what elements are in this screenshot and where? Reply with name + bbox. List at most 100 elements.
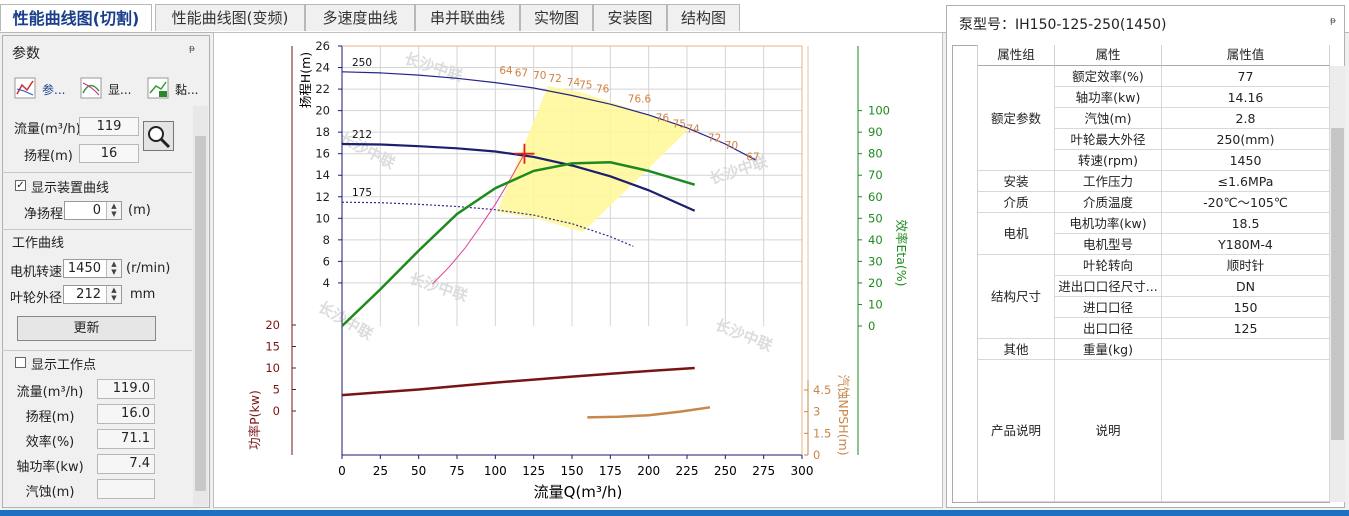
- toolbar-button[interactable]: 显...: [74, 73, 134, 103]
- column-header: 属性组: [978, 45, 1055, 66]
- scrollbar[interactable]: [1330, 66, 1345, 502]
- efficiency-label: 70: [533, 70, 546, 82]
- search-button[interactable]: [143, 121, 174, 151]
- y-tick-label: 20: [315, 104, 330, 118]
- static-head-field[interactable]: 0 ▲ ▼: [64, 201, 122, 220]
- value-cell: 1450: [1162, 150, 1330, 171]
- efficiency-label: 67: [746, 152, 759, 164]
- y2-tick-label: 100: [868, 104, 890, 118]
- value-cell: Y180M-4: [1162, 234, 1330, 255]
- y2-tick-label: 70: [868, 168, 883, 182]
- group-cell: 电机: [978, 213, 1055, 255]
- toolbar-button[interactable]: 黏...: [141, 73, 203, 103]
- section-heading: 工作曲线: [12, 236, 65, 251]
- x-tick-label: 25: [373, 464, 388, 478]
- efficiency-label: 75: [579, 80, 592, 92]
- flow-field[interactable]: 119: [79, 117, 139, 136]
- toolbar-button[interactable]: 参...: [8, 73, 68, 103]
- diameter-field[interactable]: 212 ▲ ▼: [63, 285, 122, 304]
- curve: [341, 366, 695, 397]
- head-field[interactable]: 16: [79, 144, 139, 163]
- tab[interactable]: 串并联曲线: [415, 4, 520, 31]
- y-tick-label: 14: [315, 168, 330, 182]
- field-label: 效率(%): [25, 435, 75, 450]
- field-label: 扬程(m): [25, 410, 75, 425]
- x-tick-label: 275: [752, 464, 775, 478]
- value-cell: 2.8: [1162, 108, 1330, 129]
- field-value: 212: [76, 287, 101, 302]
- curve: [587, 406, 711, 419]
- y-tick-label: 10: [315, 211, 330, 225]
- field-label: 轴功率(kw): [16, 460, 84, 475]
- y2-tick-label: 0: [868, 319, 875, 333]
- unit-label: mm: [130, 287, 156, 302]
- watermark: 长沙中联: [707, 152, 771, 188]
- value-cell: 150: [1162, 297, 1330, 318]
- watermark: 长沙中联: [407, 269, 471, 305]
- speed-field[interactable]: 1450 ▲ ▼: [63, 259, 122, 278]
- details-title: 泵型号：IH150-125-250(1450): [959, 17, 1167, 33]
- y2-tick-label: 40: [868, 233, 883, 247]
- field-value: 1450: [67, 261, 101, 276]
- value-cell: 顺时针: [1162, 255, 1330, 276]
- y-tick-label: 4: [323, 276, 330, 290]
- y-tick-label: 8: [323, 233, 330, 247]
- scrollbar[interactable]: [193, 106, 208, 506]
- tab[interactable]: 安装图: [593, 4, 667, 31]
- attribute-cell: 叶轮最大外径: [1055, 129, 1162, 150]
- x-tick-label: 200: [637, 464, 660, 478]
- attribute-cell: 轴功率(kw): [1055, 87, 1162, 108]
- x-tick-label: 50: [411, 464, 426, 478]
- x-tick-label: 75: [449, 464, 464, 478]
- y3-tick-label: 10: [265, 361, 280, 375]
- value-cell: 250(mm): [1162, 129, 1330, 150]
- x-tick-label: 0: [338, 464, 346, 478]
- toolbar-label: 黏...: [175, 83, 199, 97]
- x-tick-label: 225: [676, 464, 699, 478]
- y-tick-label: 26: [315, 39, 330, 53]
- readout-field: 71.1: [97, 429, 155, 449]
- checkbox[interactable]: ✓: [15, 180, 26, 191]
- operating-range: [497, 86, 690, 232]
- curve-label: 175: [352, 187, 372, 199]
- tab[interactable]: 多速度曲线: [305, 4, 415, 31]
- pin-icon[interactable]: ᵽ: [189, 44, 196, 54]
- tab[interactable]: 实物图: [520, 4, 593, 31]
- tab[interactable]: 性能曲线图(变频): [155, 4, 305, 31]
- h-axis-title: 扬程H(m): [298, 52, 313, 108]
- curve: [432, 153, 525, 285]
- curve: [341, 161, 696, 327]
- y4-tick-label: 1.5: [813, 426, 831, 440]
- separator: [2, 229, 192, 230]
- attribute-cell: 工作压力: [1055, 171, 1162, 192]
- field-label: 叶轮外径: [10, 291, 63, 306]
- status-bar: [0, 510, 1349, 516]
- value-cell: 77: [1162, 66, 1330, 87]
- efficiency-label: 76: [656, 113, 670, 125]
- tab[interactable]: 性能曲线图(切割): [0, 4, 152, 31]
- y-tick-label: 6: [323, 254, 330, 268]
- attribute-cell: 重量(kg): [1055, 339, 1162, 360]
- separator: [2, 350, 192, 351]
- toolbar-label: 参...: [42, 83, 66, 97]
- group-cell: 产品说明: [978, 360, 1055, 502]
- y2-tick-label: 10: [868, 297, 883, 311]
- update-button[interactable]: 更新: [17, 316, 156, 341]
- pin-icon[interactable]: ᵽ: [1330, 16, 1337, 26]
- efficiency-label: 72: [708, 132, 721, 144]
- attribute-cell: 额定效率(%): [1055, 66, 1162, 87]
- operating-point: [514, 143, 535, 164]
- x-tick-label: 100: [484, 464, 507, 478]
- efficiency-label: 72: [548, 73, 561, 85]
- efficiency-label: 75: [673, 118, 686, 130]
- curve: [341, 71, 757, 161]
- y2-tick-label: 90: [868, 125, 883, 139]
- curve-label: 250: [352, 57, 372, 69]
- y3-tick-label: 15: [265, 340, 280, 354]
- checkbox[interactable]: [15, 357, 26, 368]
- tab[interactable]: 结构图: [667, 4, 740, 31]
- y2-tick-label: 30: [868, 254, 883, 268]
- y2-tick-label: 50: [868, 211, 883, 225]
